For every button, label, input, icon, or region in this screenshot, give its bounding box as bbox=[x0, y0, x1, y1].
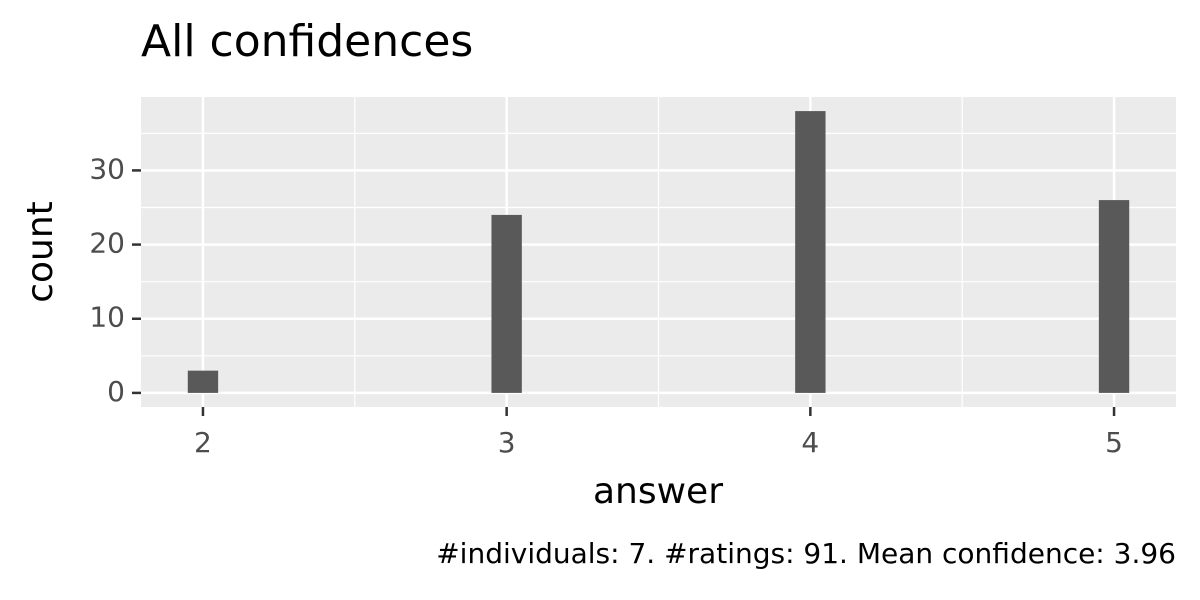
bar bbox=[795, 111, 826, 393]
caption: #individuals: 7. #ratings: 91. Mean conf… bbox=[436, 537, 1176, 570]
y-tick-label: 10 bbox=[89, 301, 125, 334]
chart-title: All confidences bbox=[141, 16, 473, 67]
y-tick-label: 0 bbox=[107, 375, 125, 408]
x-tick-label: 5 bbox=[1105, 426, 1123, 459]
bar bbox=[187, 370, 219, 393]
y-axis-title: count bbox=[20, 201, 61, 303]
x-axis-title: answer bbox=[593, 471, 723, 512]
x-tick-label: 4 bbox=[801, 426, 819, 459]
x-tick-label: 2 bbox=[194, 426, 212, 459]
y-tick-label: 20 bbox=[89, 227, 125, 260]
bar bbox=[1098, 200, 1130, 393]
bar bbox=[491, 214, 522, 393]
x-tick-label: 3 bbox=[498, 426, 516, 459]
y-tick-label: 30 bbox=[89, 152, 125, 185]
